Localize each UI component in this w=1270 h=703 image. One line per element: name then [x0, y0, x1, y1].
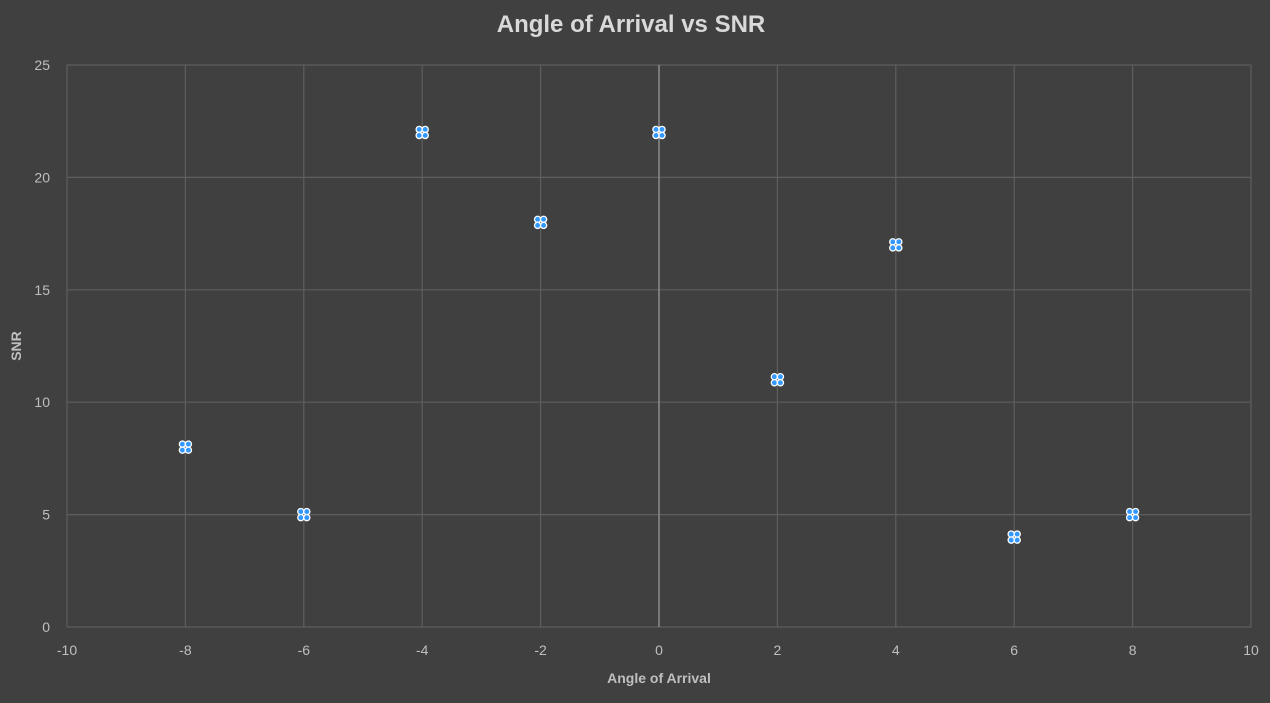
chart-title: Angle of Arrival vs SNR: [497, 11, 766, 38]
data-point: [652, 125, 666, 140]
x-tick-label: 10: [1243, 642, 1259, 658]
x-tick-label: -8: [179, 642, 192, 658]
x-tick-label: 0: [655, 642, 663, 658]
y-tick-label: 5: [42, 507, 50, 523]
data-points: [178, 125, 1140, 544]
y-axis-title: SNR: [8, 331, 24, 361]
y-tick-label: 10: [34, 394, 50, 410]
x-tick-label: 8: [1129, 642, 1137, 658]
x-tick-label: -10: [57, 642, 77, 658]
x-tick-label: 6: [1010, 642, 1018, 658]
data-point: [1125, 507, 1140, 522]
x-tick-label: 4: [892, 642, 900, 658]
x-tick-label: -6: [298, 642, 311, 658]
data-point: [533, 215, 548, 230]
data-point: [297, 507, 311, 522]
data-point: [770, 372, 785, 387]
data-point: [889, 238, 903, 252]
x-tick-label: -2: [534, 642, 547, 658]
x-tick-label: 2: [774, 642, 782, 658]
y-tick-label: 0: [42, 619, 50, 635]
y-tick-label: 15: [34, 282, 50, 298]
x-axis-title: Angle of Arrival: [607, 670, 711, 686]
data-point: [415, 125, 429, 140]
gridlines: [66, 64, 1252, 628]
data-point: [178, 440, 193, 454]
data-point: [1007, 530, 1021, 544]
tick-labels: 0 5 10 15 20 25 -10 -8 -6 -4 -2 0 2 4 6 8 10: [34, 57, 1259, 658]
y-tick-label: 25: [34, 57, 50, 73]
y-tick-label: 20: [34, 169, 50, 185]
x-tick-label: -4: [416, 642, 429, 658]
